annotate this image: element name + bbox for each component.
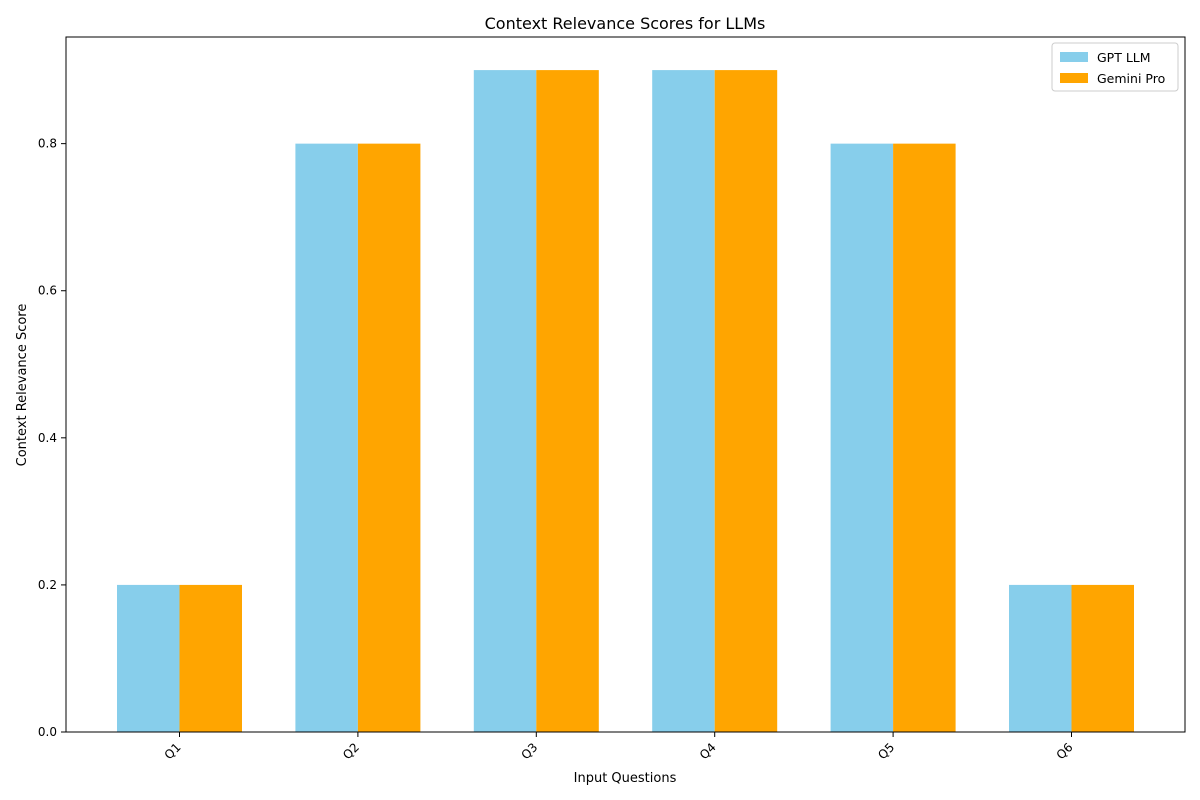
bar-gpt-llm-q1 [117, 584, 180, 732]
x-tick-label: Q3 [518, 740, 540, 762]
x-tick-label: Q4 [697, 740, 719, 762]
bar-gemini-pro-q1 [179, 584, 242, 732]
bar-gemini-pro-q5 [893, 143, 956, 733]
legend: GPT LLM Gemini Pro [1051, 42, 1179, 92]
y-axis-label: Context Relevance Score [15, 304, 30, 467]
y-tick-label: 0.0 [38, 725, 57, 739]
x-tick-label: Q1 [162, 740, 184, 762]
x-tick-label: Q6 [1054, 740, 1076, 762]
x-tick-label: Q2 [340, 740, 362, 762]
x-axis-label: Input Questions [574, 771, 677, 786]
bar-gpt-llm-q6 [1009, 584, 1072, 732]
legend-label: GPT LLM [1097, 50, 1151, 65]
bar-gpt-llm-q2 [295, 143, 358, 733]
legend-label: Gemini Pro [1097, 71, 1165, 86]
plot-frame [65, 36, 1186, 733]
bar-gemini-pro-q3 [536, 70, 599, 733]
bar-gpt-llm-q3 [473, 70, 537, 733]
bar-gpt-llm-q4 [652, 70, 715, 733]
x-tick-label: Q5 [875, 740, 897, 762]
bar-gemini-pro-q2 [357, 143, 421, 733]
legend-swatch [1060, 52, 1088, 62]
chart-title: Context Relevance Scores for LLMs [485, 14, 766, 33]
bar-gemini-pro-q6 [1071, 584, 1134, 732]
y-tick-label: 0.4 [38, 431, 57, 445]
plot-area [117, 70, 1134, 733]
legend-swatch [1060, 73, 1088, 83]
y-tick-label: 0.2 [38, 578, 57, 592]
bar-gemini-pro-q4 [714, 70, 778, 733]
bar-gpt-llm-q5 [830, 143, 894, 733]
y-tick-label: 0.6 [38, 284, 57, 298]
y-tick-label: 0.8 [38, 137, 57, 151]
